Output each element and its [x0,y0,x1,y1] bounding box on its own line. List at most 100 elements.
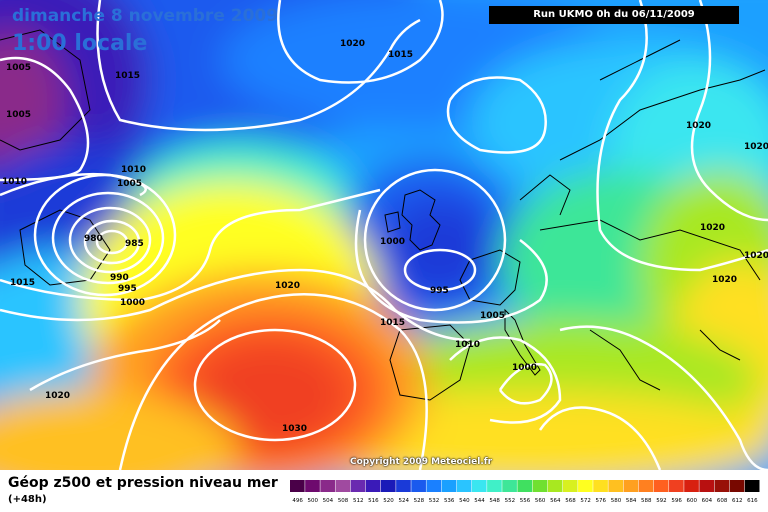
scale-swatch [653,480,669,492]
scale-swatch [669,480,684,492]
scale-swatch [547,480,563,492]
isobar-label: 1000 [512,363,537,373]
scale-label: 540 [459,498,470,504]
scale-swatch [562,480,578,492]
forecast-local-time: 1:00 locale [12,31,148,56]
isobar-label: 1015 [10,278,35,288]
color-scale-legend: 496 500 504 508 512 516 520 524 528 532 536 540 544 5… [290,480,760,504]
scale-swatch [684,480,699,492]
isobar-label: 1015 [388,50,413,60]
scale-swatch [456,480,472,492]
scale-label: 608 [717,498,728,504]
scale-label: 564 [550,498,561,504]
isobar-label: 1010 [455,340,480,350]
scale-label: 588 [641,498,652,504]
scale-label: 520 [383,498,394,504]
scale-swatch [365,480,381,492]
scale-label: 604 [702,498,713,504]
coastlines [0,29,766,401]
scale-label: 532 [429,498,440,504]
isobar-label: 985 [125,239,144,249]
isobar-labels: 1005 1005 1015 1020 1015 1010 1005 980 9… [2,39,768,434]
scale-swatch [411,480,426,492]
model-run-info: Run UKMO 0h du 06/11/2009 [489,6,739,24]
isobars [0,0,768,470]
scale-swatch [638,480,654,492]
scale-swatch [502,480,517,492]
forecast-lead-time: (+48h) [8,494,47,505]
scale-label: 572 [580,498,591,504]
isobar-label: 1020 [686,121,711,131]
isobar-label: 1020 [275,281,300,291]
isobar-label: 1005 [480,311,505,321]
scale-label: 504 [323,498,334,504]
scale-swatch [350,480,366,492]
scale-swatch [320,480,335,492]
scale-label: 612 [732,498,743,504]
footer: Géop z500 et pression niveau mer (+48h) … [0,470,768,512]
isobar-label: 1020 [712,275,737,285]
scale-swatch [578,480,593,492]
isobar-label: 990 [110,273,129,283]
isobar-label: 1005 [6,63,31,73]
isobar-label: 995 [118,284,137,294]
scale-label: 556 [520,498,531,504]
isobar-label: 1020 [700,223,725,233]
scale-label: 512 [353,498,364,504]
scale-label: 508 [338,498,349,504]
scale-swatch [305,480,320,492]
scale-label: 544 [474,498,485,504]
isobar-label: 1000 [120,298,145,308]
scale-label: 524 [398,498,409,504]
scale-swatch [396,480,411,492]
scale-label: 616 [747,498,758,504]
isobar-label: 1000 [380,237,405,247]
scale-swatch [335,480,351,492]
scale-swatch [714,480,730,492]
scale-swatch [744,480,760,492]
isobar-label: 995 [430,286,449,296]
isobar-label: 1020 [45,391,70,401]
scale-swatch [532,480,548,492]
scale-label: 560 [535,498,546,504]
scale-label: 536 [444,498,455,504]
map-svg: 1005 1005 1015 1020 1015 1010 1005 980 9… [0,0,768,470]
scale-swatch [729,480,745,492]
isobar-label: 1020 [744,142,768,152]
scale-swatch [471,480,487,492]
scale-label: 592 [656,498,667,504]
scale-swatch [699,480,715,492]
scale-label: 600 [687,498,698,504]
scale-label: 580 [611,498,622,504]
scale-swatch [608,480,624,492]
isobar-label: 1010 [121,165,146,175]
scale-label: 576 [596,498,607,504]
scale-swatch [623,480,639,492]
scale-label: 584 [626,498,637,504]
isobar-label: 1015 [115,71,140,81]
isobar-label: 1005 [117,179,142,189]
scale-label: 596 [671,498,682,504]
scale-label: 528 [414,498,425,504]
scale-label: 516 [368,498,379,504]
scale-swatch [380,480,396,492]
copyright-notice: Copyright 2009 Meteociel.fr [350,457,493,467]
isobar-label: 980 [84,234,103,244]
scale-label: 496 [292,498,303,504]
scale-swatch [487,480,502,492]
scale-label: 548 [489,498,500,504]
scale-swatch [517,480,533,492]
forecast-date: dimanche 8 novembre 2009 [12,6,279,26]
map-title: Géop z500 et pression niveau mer [8,475,278,491]
isobar-label: 1030 [282,424,307,434]
isobar-label: 1015 [380,318,405,328]
scale-label: 568 [565,498,576,504]
scale-swatch [290,480,305,492]
isobar-label: 1010 [2,177,27,187]
isobar-label: 1020 [744,251,768,261]
scale-label: 500 [307,498,318,504]
isobar-label: 1020 [340,39,365,49]
scale-swatch [426,480,442,492]
scale-label: 552 [505,498,516,504]
isobar-label: 1005 [6,110,31,120]
